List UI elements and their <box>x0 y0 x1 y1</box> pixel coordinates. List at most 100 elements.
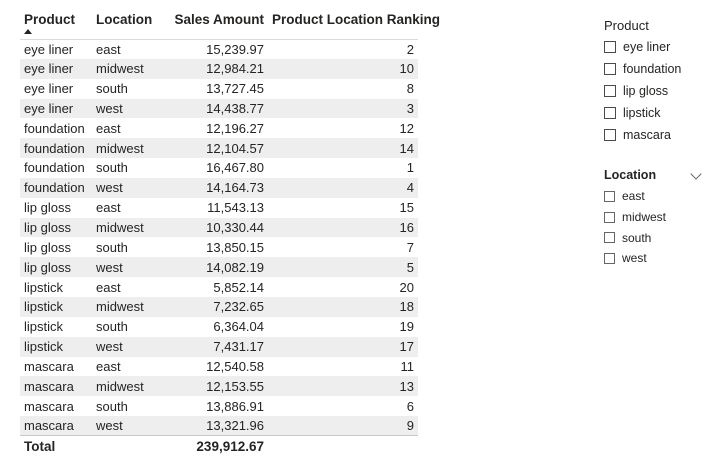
cell-product: lip gloss <box>20 257 92 278</box>
checkbox[interactable] <box>604 41 616 53</box>
cell-sales-amount: 13,321.96 <box>152 416 268 436</box>
checkbox[interactable] <box>604 211 615 223</box>
table-row[interactable]: mascara west 13,321.96 9 <box>20 416 418 436</box>
cell-location: west <box>92 257 152 278</box>
cell-sales-amount: 12,540.58 <box>206 358 264 374</box>
cell-ranking: 14 <box>268 138 418 159</box>
cell-ranking: 6 <box>406 398 414 414</box>
table-row[interactable]: eye liner west 14,438.77 3 <box>20 98 418 119</box>
table-row[interactable]: mascara east 12,540.58 11 <box>20 357 418 377</box>
option-label: midwest <box>622 210 667 225</box>
column-header-sales-label: Sales Amount <box>174 12 264 27</box>
table-row[interactable]: foundation east 12,196.27 12 <box>20 118 418 138</box>
column-header-product-label: Product <box>24 12 76 27</box>
location-option-south[interactable]: south <box>604 227 704 248</box>
column-header-product-location-ranking[interactable]: Product Location Ranking <box>268 8 440 40</box>
cell-ranking: 1 <box>406 160 414 176</box>
total-sales-amount: 239,912.67 <box>152 435 268 456</box>
total-row: Total 239,912.67 <box>20 435 418 456</box>
cell-ranking: 13 <box>268 376 418 397</box>
cell-ranking: 4 <box>268 177 418 198</box>
table-row[interactable]: lipstick midwest 7,232.65 18 <box>20 296 418 317</box>
table-row[interactable]: lipstick south 6,364.04 19 <box>20 317 418 337</box>
cell-ranking: 2 <box>406 41 414 57</box>
location-slicer-title: Location <box>604 168 657 182</box>
cell-ranking: 7 <box>406 239 414 255</box>
cell-ranking: 5 <box>268 257 418 278</box>
table-row[interactable]: lip gloss south 13,850.15 7 <box>20 237 418 257</box>
product-option-foundation[interactable]: foundation <box>604 58 681 80</box>
location-option-west[interactable]: west <box>604 248 704 269</box>
cell-product: foundation <box>20 177 92 198</box>
table-row[interactable]: mascara midwest 12,153.55 13 <box>20 376 418 397</box>
product-option-mascara[interactable]: mascara <box>604 124 681 146</box>
column-header-location[interactable]: Location <box>92 8 152 40</box>
table-row[interactable]: foundation west 14,164.73 4 <box>20 177 418 198</box>
table-row[interactable]: foundation south 16,467.80 1 <box>20 158 418 178</box>
checkbox[interactable] <box>604 252 615 264</box>
table-row[interactable]: eye liner east 15,239.97 2 <box>20 39 418 59</box>
table-row[interactable]: lipstick east 5,852.14 20 <box>20 277 418 297</box>
table-row[interactable]: foundation midwest 12,104.57 14 <box>20 138 418 159</box>
cell-sales-amount: 14,164.73 <box>152 177 268 198</box>
cell-ranking: 20 <box>399 279 414 295</box>
sort-ascending-icon[interactable] <box>24 29 32 34</box>
cell-sales-amount: 16,467.80 <box>206 160 264 176</box>
cell-location: east <box>96 358 121 374</box>
checkbox[interactable] <box>604 190 615 202</box>
cell-location: east <box>96 41 121 57</box>
sales-table: Product Location Sales Amount Product Lo… <box>20 8 440 456</box>
product-option-lip-gloss[interactable]: lip gloss <box>604 80 681 102</box>
option-label: lip gloss <box>623 84 669 98</box>
location-slicer: Location east midwest south west <box>604 168 704 269</box>
product-option-eye-liner[interactable]: eye liner <box>604 36 681 58</box>
table-header-row: Product Location Sales Amount Product Lo… <box>20 8 440 40</box>
cell-location: west <box>92 336 152 357</box>
cell-location: south <box>96 160 128 176</box>
table-row[interactable]: lipstick west 7,431.17 17 <box>20 336 418 357</box>
total-ranking-empty <box>268 435 418 456</box>
cell-location: midwest <box>92 138 152 159</box>
checkbox[interactable] <box>604 85 616 97</box>
cell-sales-amount: 12,153.55 <box>152 376 268 397</box>
cell-sales-amount: 13,886.91 <box>206 398 264 414</box>
checkbox[interactable] <box>604 63 616 75</box>
cell-location: midwest <box>92 58 152 79</box>
product-option-lipstick[interactable]: lipstick <box>604 102 681 124</box>
table-row[interactable]: eye liner south 13,727.45 8 <box>20 79 418 99</box>
cell-sales-amount: 10,330.44 <box>152 217 268 238</box>
cell-sales-amount: 12,984.21 <box>152 58 268 79</box>
table-row[interactable]: mascara south 13,886.91 6 <box>20 396 418 416</box>
checkbox[interactable] <box>604 129 616 141</box>
checkbox[interactable] <box>604 107 616 119</box>
cell-location: east <box>96 279 121 295</box>
cell-location: south <box>96 319 128 335</box>
table-row[interactable]: lip gloss midwest 10,330.44 16 <box>20 217 418 238</box>
option-label: west <box>622 251 647 266</box>
cell-product: mascara <box>20 416 92 436</box>
cell-sales-amount: 7,431.17 <box>152 336 268 357</box>
cell-ranking: 3 <box>268 98 418 119</box>
cell-product: eye liner <box>24 81 74 97</box>
location-option-east[interactable]: east <box>604 186 704 207</box>
column-header-ranking-label: Product Location Ranking <box>272 12 441 27</box>
option-label: foundation <box>623 62 682 76</box>
cell-product: lipstick <box>24 319 64 335</box>
table-row[interactable]: lip gloss west 14,082.19 5 <box>20 257 418 278</box>
cell-ranking: 12 <box>399 120 414 136</box>
column-header-sales-amount[interactable]: Sales Amount <box>152 8 268 40</box>
cell-product: mascara <box>20 376 92 397</box>
product-slicer-title: Product <box>604 18 649 33</box>
total-location-empty <box>92 435 152 456</box>
cell-location: midwest <box>92 296 152 317</box>
cell-location: midwest <box>92 376 152 397</box>
table-row[interactable]: lip gloss east 11,543.13 15 <box>20 198 418 218</box>
cell-product: lip gloss <box>20 217 92 238</box>
cell-sales-amount: 12,104.57 <box>152 138 268 159</box>
location-option-midwest[interactable]: midwest <box>604 207 704 228</box>
column-header-product[interactable]: Product <box>20 8 92 40</box>
cell-location: south <box>96 81 128 97</box>
checkbox[interactable] <box>604 232 615 244</box>
cell-sales-amount: 13,850.15 <box>206 239 264 255</box>
table-row[interactable]: eye liner midwest 12,984.21 10 <box>20 58 418 79</box>
